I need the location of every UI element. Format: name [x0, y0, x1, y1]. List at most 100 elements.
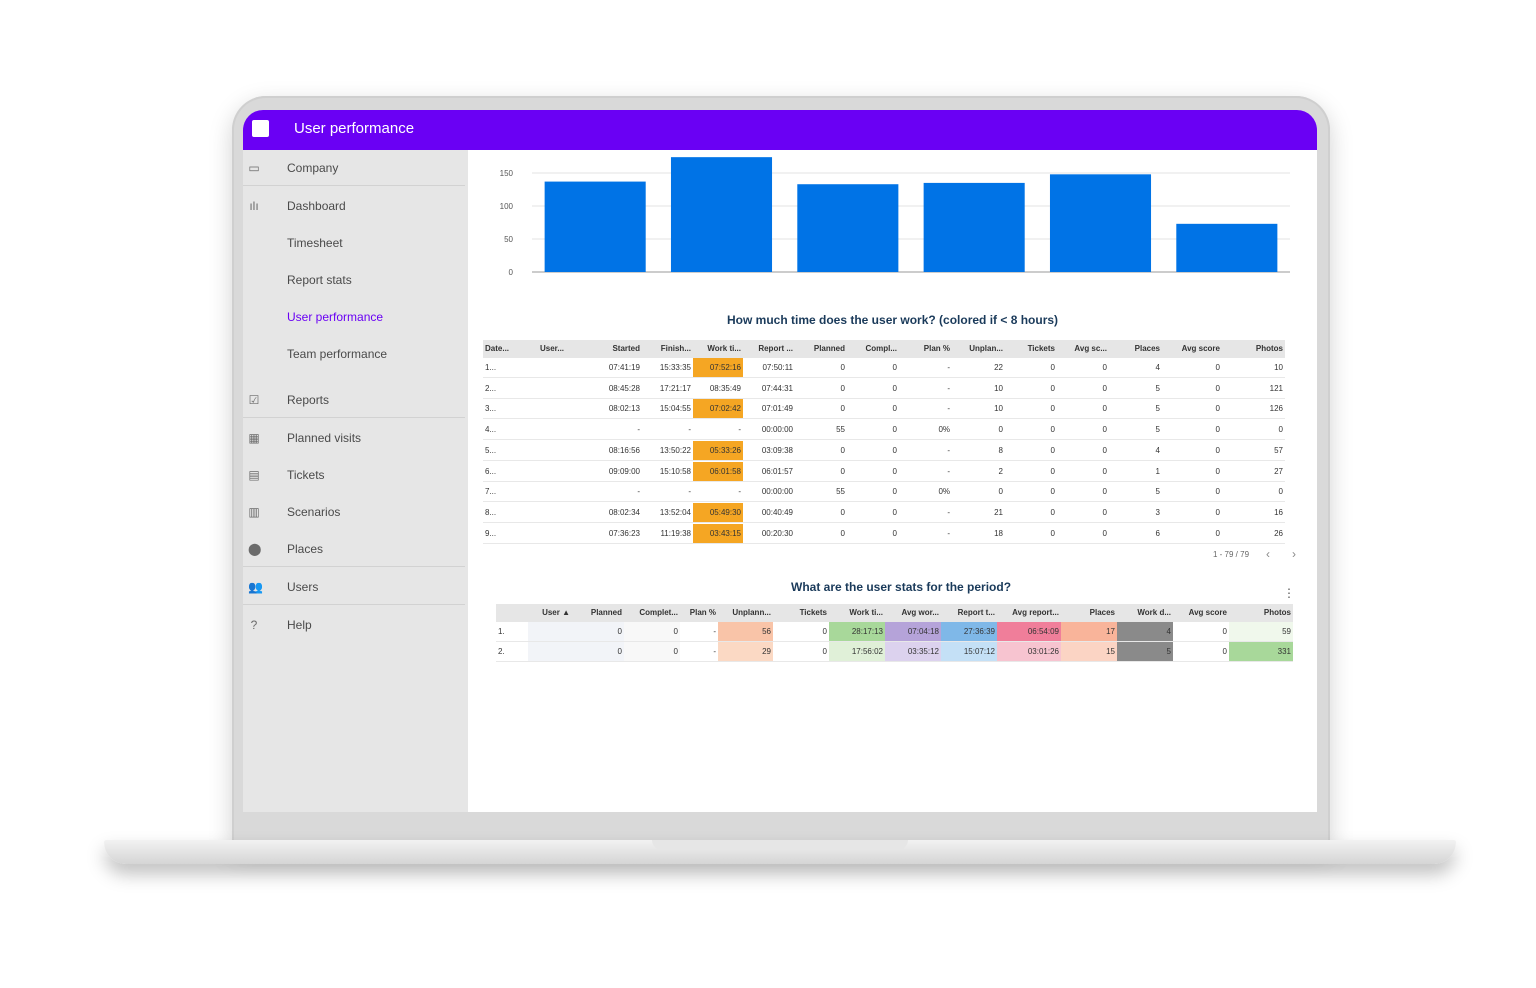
column-header[interactable]: Plan % — [689, 608, 716, 617]
sidebar-item-label: Reports — [287, 393, 330, 407]
table-cell: 00:00:00 — [761, 487, 793, 497]
chart-bar[interactable] — [544, 181, 646, 272]
column-header[interactable]: Unplan... — [969, 344, 1003, 353]
table-cell: 2... — [485, 383, 497, 393]
table-row[interactable]: 2... 08:45:28 17:21:17 08:35:49 07:44:31 0 0 - 1… — [483, 379, 1285, 399]
sidebar-item-users[interactable]: 👥 Users — [243, 569, 465, 605]
table-row[interactable]: 7... - - - 00:00:00 55 0 0% 0 0 0 5 0 0 — [483, 482, 1285, 503]
sidebar-item-team-performance[interactable]: Team performance — [243, 336, 465, 372]
column-header[interactable]: Work ti... — [849, 608, 883, 617]
table-cell: 07:04:18 — [885, 622, 941, 641]
table-cell: 08:02:34 — [608, 507, 640, 517]
column-header[interactable]: Report t... — [957, 608, 995, 617]
table-cell: 15:33:35 — [659, 363, 691, 372]
table-cell: 17 — [1061, 622, 1117, 641]
table-cell: 00:00:00 — [761, 425, 793, 435]
table-row[interactable]: 1... 07:41:19 15:33:35 07:52:16 07:50:11 0 0 - 2… — [483, 358, 1285, 378]
column-header[interactable]: Tickets — [1027, 344, 1055, 353]
table-cell: 0 — [1215, 425, 1220, 435]
sidebar-item-company[interactable]: ▭ Company — [243, 150, 465, 186]
sidebar-item-timesheet[interactable]: Timesheet — [243, 225, 465, 261]
column-header[interactable]: Work ti... — [707, 344, 741, 353]
column-header[interactable]: Avg report... — [1012, 608, 1059, 617]
column-header[interactable]: Date... — [485, 344, 510, 353]
column-header[interactable]: Unplann... — [732, 608, 771, 617]
table-cell — [538, 524, 590, 543]
table-cell: 11:19:38 — [660, 528, 691, 538]
sort-user-header[interactable]: User ▲ — [542, 608, 570, 617]
next-page-icon[interactable]: › — [1292, 547, 1296, 561]
y-tick-label: 100 — [500, 202, 514, 211]
table-cell — [538, 420, 590, 439]
table-header: User ▲ Planned Complet... Plan % Unplann... T… — [496, 604, 1293, 622]
column-header[interactable]: User... — [540, 344, 565, 353]
sidebar-item-dashboard[interactable]: ılı Dashboard — [243, 188, 465, 224]
table-row[interactable]: 2. 0 0-29 0 17:56:02 03:35:12 15:07:12 03:01:26… — [496, 642, 1293, 662]
table-cell: 0 — [1050, 507, 1055, 517]
prev-page-icon[interactable]: ‹ — [1266, 547, 1270, 561]
table-cell: 07:01:49 — [761, 404, 793, 414]
sidebar-item-help[interactable]: ? Help — [243, 607, 465, 643]
laptop-notch — [652, 840, 908, 850]
column-header[interactable]: Started — [612, 344, 640, 353]
chart-bar[interactable] — [1176, 223, 1278, 272]
sidebar-item-tickets[interactable]: ▤ Tickets — [243, 457, 465, 493]
column-header[interactable]: Avg sc... — [1074, 344, 1107, 353]
table-cell: 57 — [1274, 445, 1283, 455]
chart-bar[interactable] — [670, 157, 773, 272]
chart-bar[interactable] — [1049, 174, 1152, 272]
table-cell: 2. — [498, 647, 505, 656]
chart-bar[interactable] — [797, 184, 899, 272]
column-header[interactable]: Report ... — [758, 344, 793, 353]
table-row[interactable]: 1. 0 0-56 0 28:17:13 07:04:18 27:36:39 06:54:09… — [496, 622, 1293, 642]
sidebar-item-places[interactable]: ⬤ Places — [243, 531, 465, 567]
chart-bar[interactable] — [923, 182, 1025, 272]
table-cell: 15:07:12 — [941, 642, 997, 661]
sidebar-item-report-stats[interactable]: Report stats — [243, 262, 465, 298]
table-cell: 17:56:02 — [829, 642, 885, 661]
table-row[interactable]: 8... 08:02:34 13:52:04 05:49:30 00:40:49 0 0 - 2… — [483, 502, 1285, 523]
column-header[interactable]: Places — [1089, 608, 1115, 617]
table-cell — [538, 399, 590, 418]
table-cell — [538, 462, 590, 481]
column-header[interactable]: Places — [1134, 344, 1160, 353]
table-cell: 10 — [994, 404, 1003, 414]
sidebar-item-reports[interactable]: ☑ Reports — [243, 382, 465, 418]
column-header[interactable]: Compl... — [865, 344, 897, 353]
table-cell — [538, 379, 590, 398]
column-header[interactable]: Avg score — [1188, 608, 1227, 617]
table-cell: 3... — [485, 404, 497, 414]
column-header[interactable]: Finish... — [660, 344, 691, 353]
column-header[interactable]: Avg score — [1181, 344, 1220, 353]
column-header[interactable]: Planned — [590, 608, 622, 617]
work-time-table: Date... User... Started Finish... Work ti...… — [483, 340, 1308, 544]
sidebar-item-user-performance[interactable]: User performance — [243, 299, 465, 335]
table-cell: 4... — [485, 425, 497, 435]
table-cell: 13:52:04 — [659, 507, 691, 517]
column-header[interactable]: Photos — [1263, 608, 1291, 617]
column-header[interactable]: Plan % — [923, 344, 950, 353]
table-cell: 0 — [1102, 528, 1107, 538]
table-cell: - — [947, 507, 950, 517]
table-row[interactable]: 5... 08:16:56 13:50:22 05:33:26 03:09:38 0 0 - 8… — [483, 440, 1285, 461]
column-header[interactable]: Photos — [1255, 344, 1283, 353]
column-header[interactable]: Avg wor... — [901, 608, 940, 617]
column-header[interactable]: Tickets — [799, 608, 827, 617]
table-row[interactable]: 3... 08:02:13 15:04:55 07:02:42 07:01:49 0 0 - 1… — [483, 399, 1285, 420]
table-cell: - — [680, 642, 718, 661]
sidebar-item-planned-visits[interactable]: ▦ Planned visits — [243, 420, 465, 456]
table-cell: 0 — [1215, 445, 1220, 455]
table-row[interactable]: 6... 09:09:00 15:10:58 06:01:58 06:01:57 0 0 - 2… — [483, 461, 1285, 482]
table-cell: 5 — [1155, 383, 1160, 393]
column-header[interactable]: Work d... — [1137, 608, 1171, 617]
logo-icon[interactable] — [252, 120, 269, 137]
table-row[interactable]: 4... - - - 00:00:00 55 0 0% 0 0 0 5 0 0 — [483, 420, 1285, 441]
column-header[interactable]: Planned — [813, 344, 845, 353]
column-header[interactable]: Complet... — [639, 608, 678, 617]
table-row[interactable]: 9... 07:36:23 11:19:38 03:43:15 00:20:30 0 0 - 1… — [483, 523, 1285, 544]
table-cell: 0 — [1102, 404, 1107, 414]
sidebar-item-label: Company — [287, 161, 339, 175]
more-options-icon[interactable]: ⋮ — [1283, 586, 1295, 600]
table-cell: 5 — [1155, 425, 1160, 435]
sidebar-item-scenarios[interactable]: ▥ Scenarios — [243, 494, 465, 530]
